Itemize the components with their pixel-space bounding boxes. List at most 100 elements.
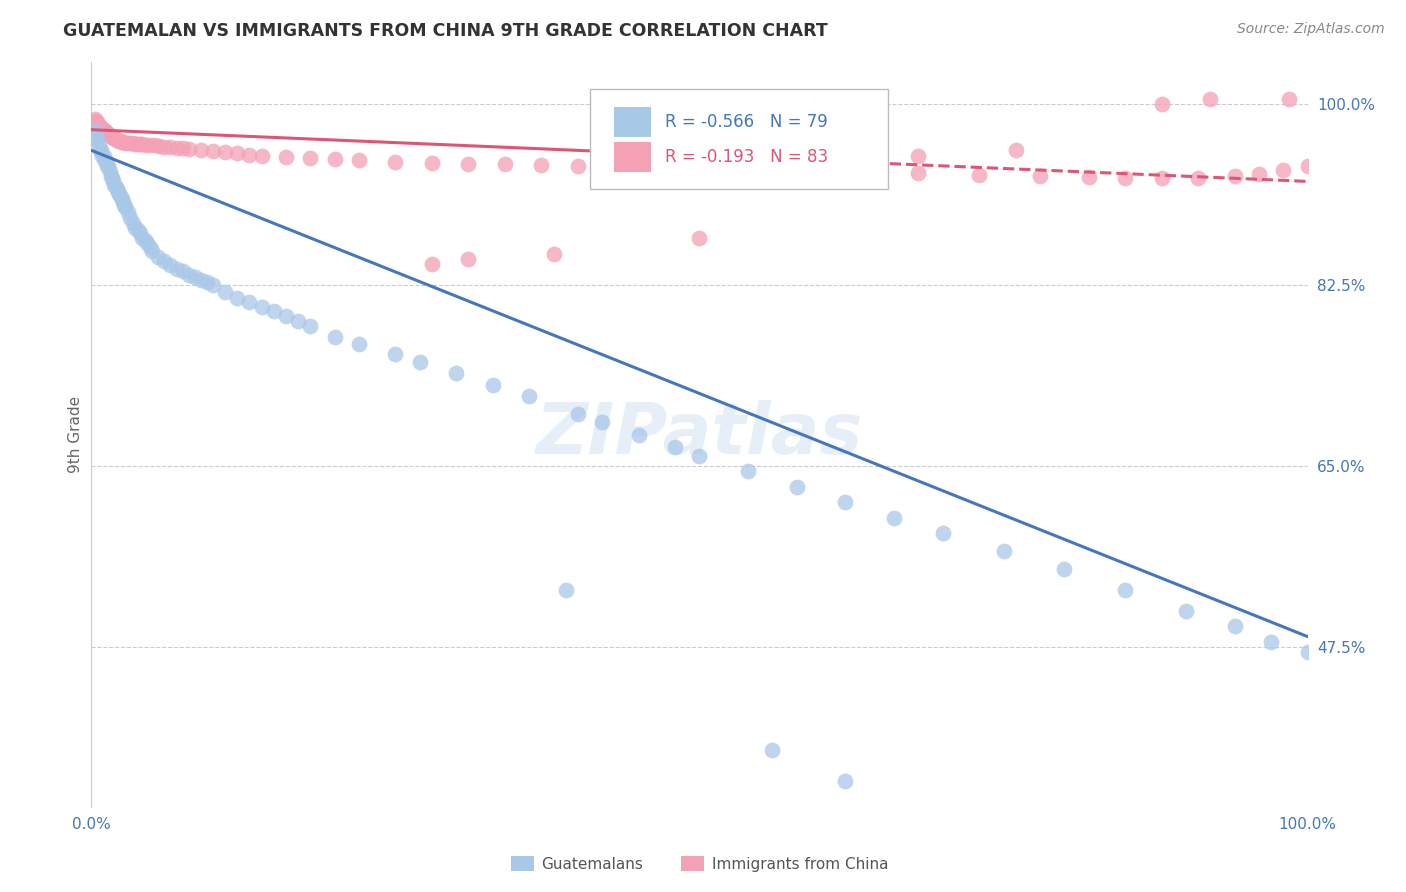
Point	[98, 128, 121, 142]
Point	[117, 205, 139, 219]
Point	[299, 319, 322, 334]
Point	[98, 164, 121, 178]
Point	[100, 169, 122, 184]
Point	[834, 495, 856, 509]
Text: GUATEMALAN VS IMMIGRANTS FROM CHINA 9TH GRADE CORRELATION CHART: GUATEMALAN VS IMMIGRANTS FROM CHINA 9TH …	[63, 22, 828, 40]
Point	[104, 179, 127, 194]
Point	[136, 236, 159, 251]
Point	[97, 127, 120, 141]
Point	[107, 185, 129, 199]
Point	[517, 388, 540, 402]
Point	[1004, 144, 1026, 158]
Legend: Guatemalans, Immigrants from China: Guatemalans, Immigrants from China	[505, 849, 894, 878]
Point	[190, 273, 212, 287]
Point	[420, 257, 443, 271]
Point	[190, 144, 212, 158]
Point	[543, 247, 565, 261]
Point	[105, 181, 128, 195]
Point	[883, 510, 905, 524]
Point	[84, 112, 107, 127]
Point	[124, 221, 146, 235]
Point	[153, 140, 176, 154]
Point	[97, 159, 120, 173]
Point	[907, 148, 929, 162]
Point	[107, 133, 129, 147]
Point	[166, 141, 188, 155]
Point	[1114, 171, 1136, 186]
Point	[567, 407, 589, 421]
Point	[1150, 96, 1173, 111]
Point	[90, 144, 112, 158]
Point	[1077, 170, 1099, 185]
Point	[195, 275, 218, 289]
Point	[96, 159, 118, 173]
Point	[299, 151, 322, 165]
Point	[226, 291, 249, 305]
Point	[143, 138, 166, 153]
Point	[1029, 169, 1052, 184]
Point	[127, 137, 149, 152]
Point	[166, 262, 188, 277]
Point	[688, 231, 710, 245]
Point	[420, 155, 443, 169]
Point	[177, 268, 200, 282]
Point	[103, 174, 125, 188]
Point	[274, 309, 297, 323]
Point	[907, 166, 929, 180]
FancyBboxPatch shape	[614, 142, 651, 172]
Point	[967, 168, 990, 182]
Point	[139, 239, 162, 253]
Point	[111, 135, 134, 149]
Point	[1247, 167, 1270, 181]
Point	[91, 121, 114, 136]
Point	[104, 132, 127, 146]
Point	[117, 136, 139, 150]
Point	[108, 186, 131, 201]
Point	[616, 160, 638, 174]
Point	[101, 171, 124, 186]
Point	[131, 231, 153, 245]
Point	[238, 147, 260, 161]
Point	[148, 250, 170, 264]
Point	[96, 126, 118, 140]
Point	[120, 211, 142, 225]
Point	[834, 774, 856, 789]
Point	[664, 440, 686, 454]
Point	[567, 159, 589, 173]
Point	[761, 743, 783, 757]
Point	[105, 133, 128, 147]
Point	[86, 115, 108, 129]
Point	[87, 118, 110, 132]
Point	[347, 153, 370, 167]
Point	[786, 479, 808, 493]
Point	[323, 152, 346, 166]
Point	[177, 142, 200, 156]
Point	[111, 135, 134, 149]
Point	[664, 161, 686, 175]
Point	[226, 146, 249, 161]
Point	[202, 277, 225, 292]
Point	[110, 190, 132, 204]
Point	[1053, 562, 1076, 576]
Point	[127, 223, 149, 237]
Point	[89, 120, 111, 134]
Point	[110, 134, 132, 148]
Point	[347, 336, 370, 351]
Point	[84, 114, 107, 128]
Point	[1150, 171, 1173, 186]
Point	[103, 131, 125, 145]
Point	[172, 141, 194, 155]
Point	[797, 164, 820, 178]
Point	[238, 295, 260, 310]
Point	[184, 269, 207, 284]
Point	[287, 314, 309, 328]
Point	[111, 195, 134, 210]
FancyBboxPatch shape	[614, 107, 651, 137]
Point	[112, 198, 135, 212]
Point	[172, 264, 194, 278]
Point	[94, 125, 117, 139]
Text: Source: ZipAtlas.com: Source: ZipAtlas.com	[1237, 22, 1385, 37]
Point	[100, 128, 122, 143]
Point	[93, 122, 115, 136]
Point	[121, 136, 143, 150]
